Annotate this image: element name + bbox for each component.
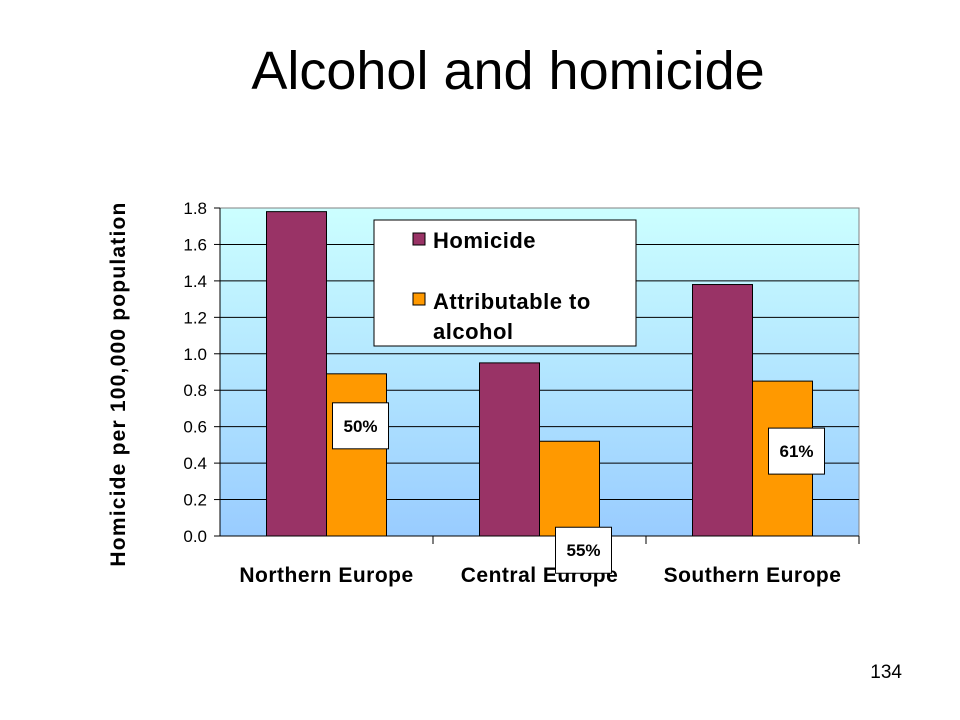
legend-swatch-alcohol bbox=[412, 292, 426, 306]
legend: Homicide Attributable to alcohol bbox=[373, 219, 637, 347]
annotation-label: 50% bbox=[343, 417, 377, 436]
y-tick-label: 1.2 bbox=[183, 308, 207, 327]
y-tick-label: 1.4 bbox=[183, 272, 207, 291]
legend-swatch-homicide bbox=[412, 232, 426, 246]
y-axis-ticks: 0.0 0.2 0.4 0.6 0.8 1.0 1.2 1.4 1.6 1.8 bbox=[183, 199, 220, 546]
bar-homicide bbox=[479, 362, 540, 537]
y-tick-label: 0.6 bbox=[183, 418, 207, 437]
y-tick-label: 0.0 bbox=[183, 527, 207, 546]
y-tick-label: 0.4 bbox=[183, 454, 207, 473]
x-category-label: Southern Europe bbox=[664, 564, 842, 587]
bar-alcohol bbox=[326, 373, 387, 537]
legend-label-alcohol: Attributable to alcohol bbox=[433, 289, 591, 344]
bar-homicide bbox=[266, 211, 327, 537]
annotation-box bbox=[768, 427, 825, 475]
y-tick-label: 1.0 bbox=[183, 345, 207, 364]
y-tick-label: 1.8 bbox=[183, 199, 207, 218]
y-tick-label: 0.8 bbox=[183, 381, 207, 400]
page-number: 134 bbox=[870, 662, 902, 683]
bar-homicide bbox=[692, 284, 753, 537]
y-tick-label: 0.2 bbox=[183, 491, 207, 510]
slide-title: Alcohol and homicide bbox=[251, 41, 765, 101]
annotation-box bbox=[332, 402, 389, 450]
x-category-label: Northern Europe bbox=[239, 564, 413, 587]
y-axis-label: Homicide per 100,000 population bbox=[107, 201, 130, 566]
annotation-label: 55% bbox=[566, 541, 600, 560]
annotation-label: 61% bbox=[779, 442, 813, 461]
annotation-box bbox=[555, 526, 612, 574]
annotations: 50% 55% 61% bbox=[332, 402, 825, 574]
legend-label-homicide: Homicide bbox=[433, 228, 536, 253]
x-axis: Northern Europe Central Europe Southern Eu… bbox=[219, 208, 860, 587]
bar-alcohol bbox=[539, 440, 600, 537]
y-tick-label: 1.6 bbox=[183, 235, 207, 254]
